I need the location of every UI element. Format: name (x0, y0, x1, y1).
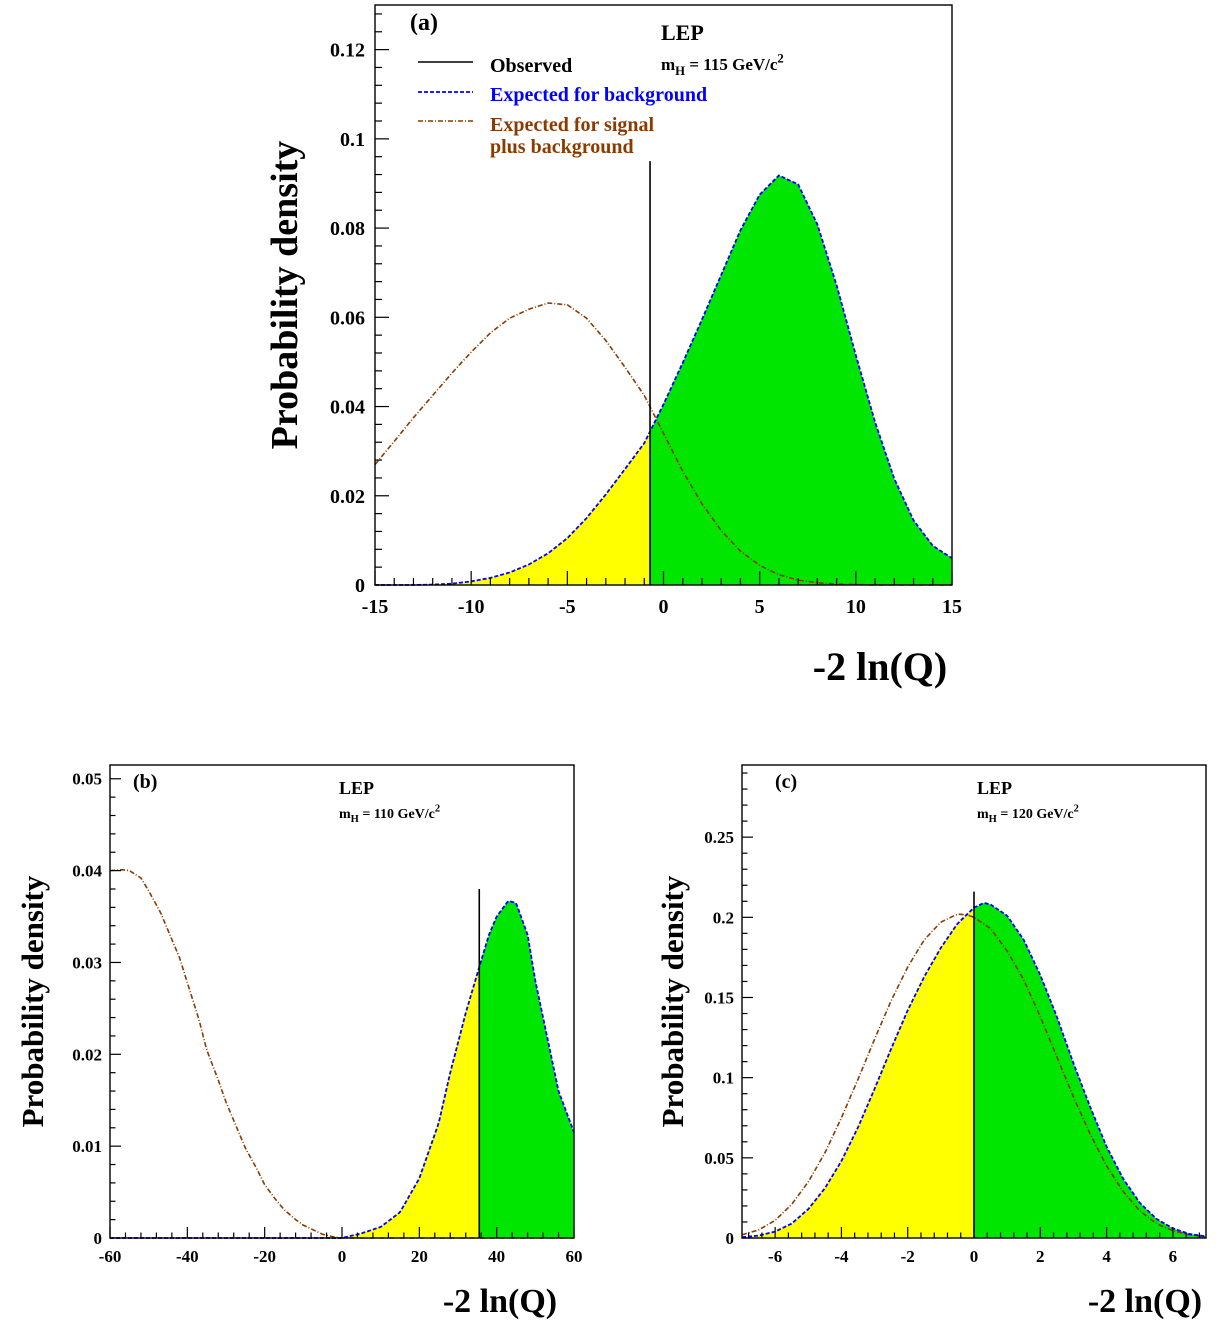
area-above-observed (479, 901, 574, 1238)
panel-label: (c) (775, 771, 797, 793)
mass-label: mH = 115 GeV/c2 (661, 51, 784, 78)
mass-value: = 120 GeV/c (997, 807, 1074, 822)
x-tick-label: 2 (1036, 1247, 1045, 1266)
area-below-observed (375, 431, 651, 585)
y-tick-label: 0.05 (72, 770, 102, 789)
x-axis-label: -2 ln(Q) (813, 644, 947, 689)
mass-symbol: m (661, 55, 675, 74)
area-below-observed (110, 967, 480, 1238)
experiment-label: LEP (661, 20, 704, 45)
mass-symbol: m (339, 807, 351, 822)
y-tick-label: 0 (355, 575, 365, 597)
x-tick-label: -4 (834, 1247, 849, 1266)
area-below-observed (742, 907, 974, 1238)
area-above-observed (650, 175, 952, 585)
mass-superscript: 2 (435, 804, 440, 815)
y-tick-label: 0.06 (330, 307, 365, 329)
x-tick-label: 60 (566, 1247, 583, 1266)
y-tick-label: 0.25 (704, 828, 734, 847)
y-tick-label: 0.12 (330, 40, 365, 62)
y-tick-label: 0.03 (72, 953, 102, 972)
x-tick-label: -15 (362, 596, 389, 618)
mass-superscript: 2 (777, 51, 783, 65)
experiment-label: LEP (339, 778, 374, 798)
x-tick-label: -40 (176, 1247, 199, 1266)
chart-panel-a: -15 -10 -5 0 5 10 15 0 0.02 0.04 0.06 0.08 0.1 0.12 Pr… (264, 4, 962, 689)
mass-label: mH = 110 GeV/c2 (339, 804, 440, 826)
mass-value: = 110 GeV/c (359, 807, 435, 822)
x-axis-label: -2 ln(Q) (443, 1283, 557, 1320)
chart-panel-c: -6 -4 -2 0 2 4 6 0 0.05 0.1 0.15 0.2 0.25 Probability… (655, 764, 1207, 1320)
legend: Observed Expected for background Expected … (418, 55, 707, 158)
x-tick-label: -6 (768, 1247, 782, 1266)
mass-subscript: H (675, 64, 685, 78)
x-tick-label: 0 (970, 1247, 979, 1266)
x-tick-label: 40 (488, 1247, 505, 1266)
mass-value: = 115 GeV/c (685, 55, 778, 74)
legend-signal-label-line1: Expected for signal (490, 114, 655, 136)
y-tick-label: 0.2 (713, 908, 734, 927)
chart-panel-b: -60 -40 -20 0 20 40 60 0 0.01 0.02 0.03 0.04 0.05 Pro… (15, 764, 583, 1320)
y-tick-label: 0.04 (72, 862, 102, 881)
y-tick-label: 0.01 (72, 1137, 102, 1156)
x-tick-label: 20 (411, 1247, 428, 1266)
x-tick-label: -5 (559, 596, 576, 618)
y-tick-label: 0.1 (340, 129, 365, 151)
x-tick-label: 6 (1169, 1247, 1178, 1266)
y-tick-label: 0.08 (330, 218, 365, 240)
panel-label: (b) (133, 771, 157, 793)
legend-background-label: Expected for background (490, 84, 707, 106)
mass-subscript: H (351, 814, 359, 825)
y-tick-label: 0 (726, 1229, 735, 1248)
y-axis-label: Probability density (15, 875, 50, 1127)
legend-signal-label-line2: plus background (490, 136, 634, 158)
y-tick-label: 0.02 (72, 1045, 102, 1064)
y-tick-label: 0 (94, 1229, 103, 1248)
x-tick-label: 0 (659, 596, 669, 618)
x-tick-label: 15 (942, 596, 962, 618)
x-tick-label: -60 (99, 1247, 122, 1266)
y-tick-label: 0.15 (704, 988, 734, 1007)
area-above-observed (974, 903, 1206, 1238)
x-axis-label: -2 ln(Q) (1088, 1283, 1202, 1320)
mass-label: mH = 120 GeV/c2 (977, 804, 1079, 826)
x-tick-label: 5 (755, 596, 765, 618)
mass-symbol: m (977, 807, 989, 822)
x-tick-label: 0 (338, 1247, 347, 1266)
mass-superscript: 2 (1074, 804, 1079, 815)
panel-label: (a) (410, 10, 438, 36)
x-tick-label: -2 (901, 1247, 915, 1266)
mass-subscript: H (989, 814, 997, 825)
x-tick-label: 10 (846, 596, 866, 618)
y-tick-label: 0.02 (330, 486, 365, 508)
x-tick-label: -20 (253, 1247, 276, 1266)
x-tick-label: -10 (458, 596, 485, 618)
legend-observed-label: Observed (490, 55, 572, 77)
y-tick-label: 0.05 (704, 1149, 734, 1168)
y-axis-label: Probability density (655, 875, 690, 1127)
x-tick-label: 4 (1102, 1247, 1111, 1266)
experiment-label: LEP (977, 778, 1012, 798)
y-axis-label: Probability density (264, 141, 306, 450)
y-tick-label: 0.04 (330, 397, 365, 419)
y-tick-label: 0.1 (713, 1069, 734, 1088)
